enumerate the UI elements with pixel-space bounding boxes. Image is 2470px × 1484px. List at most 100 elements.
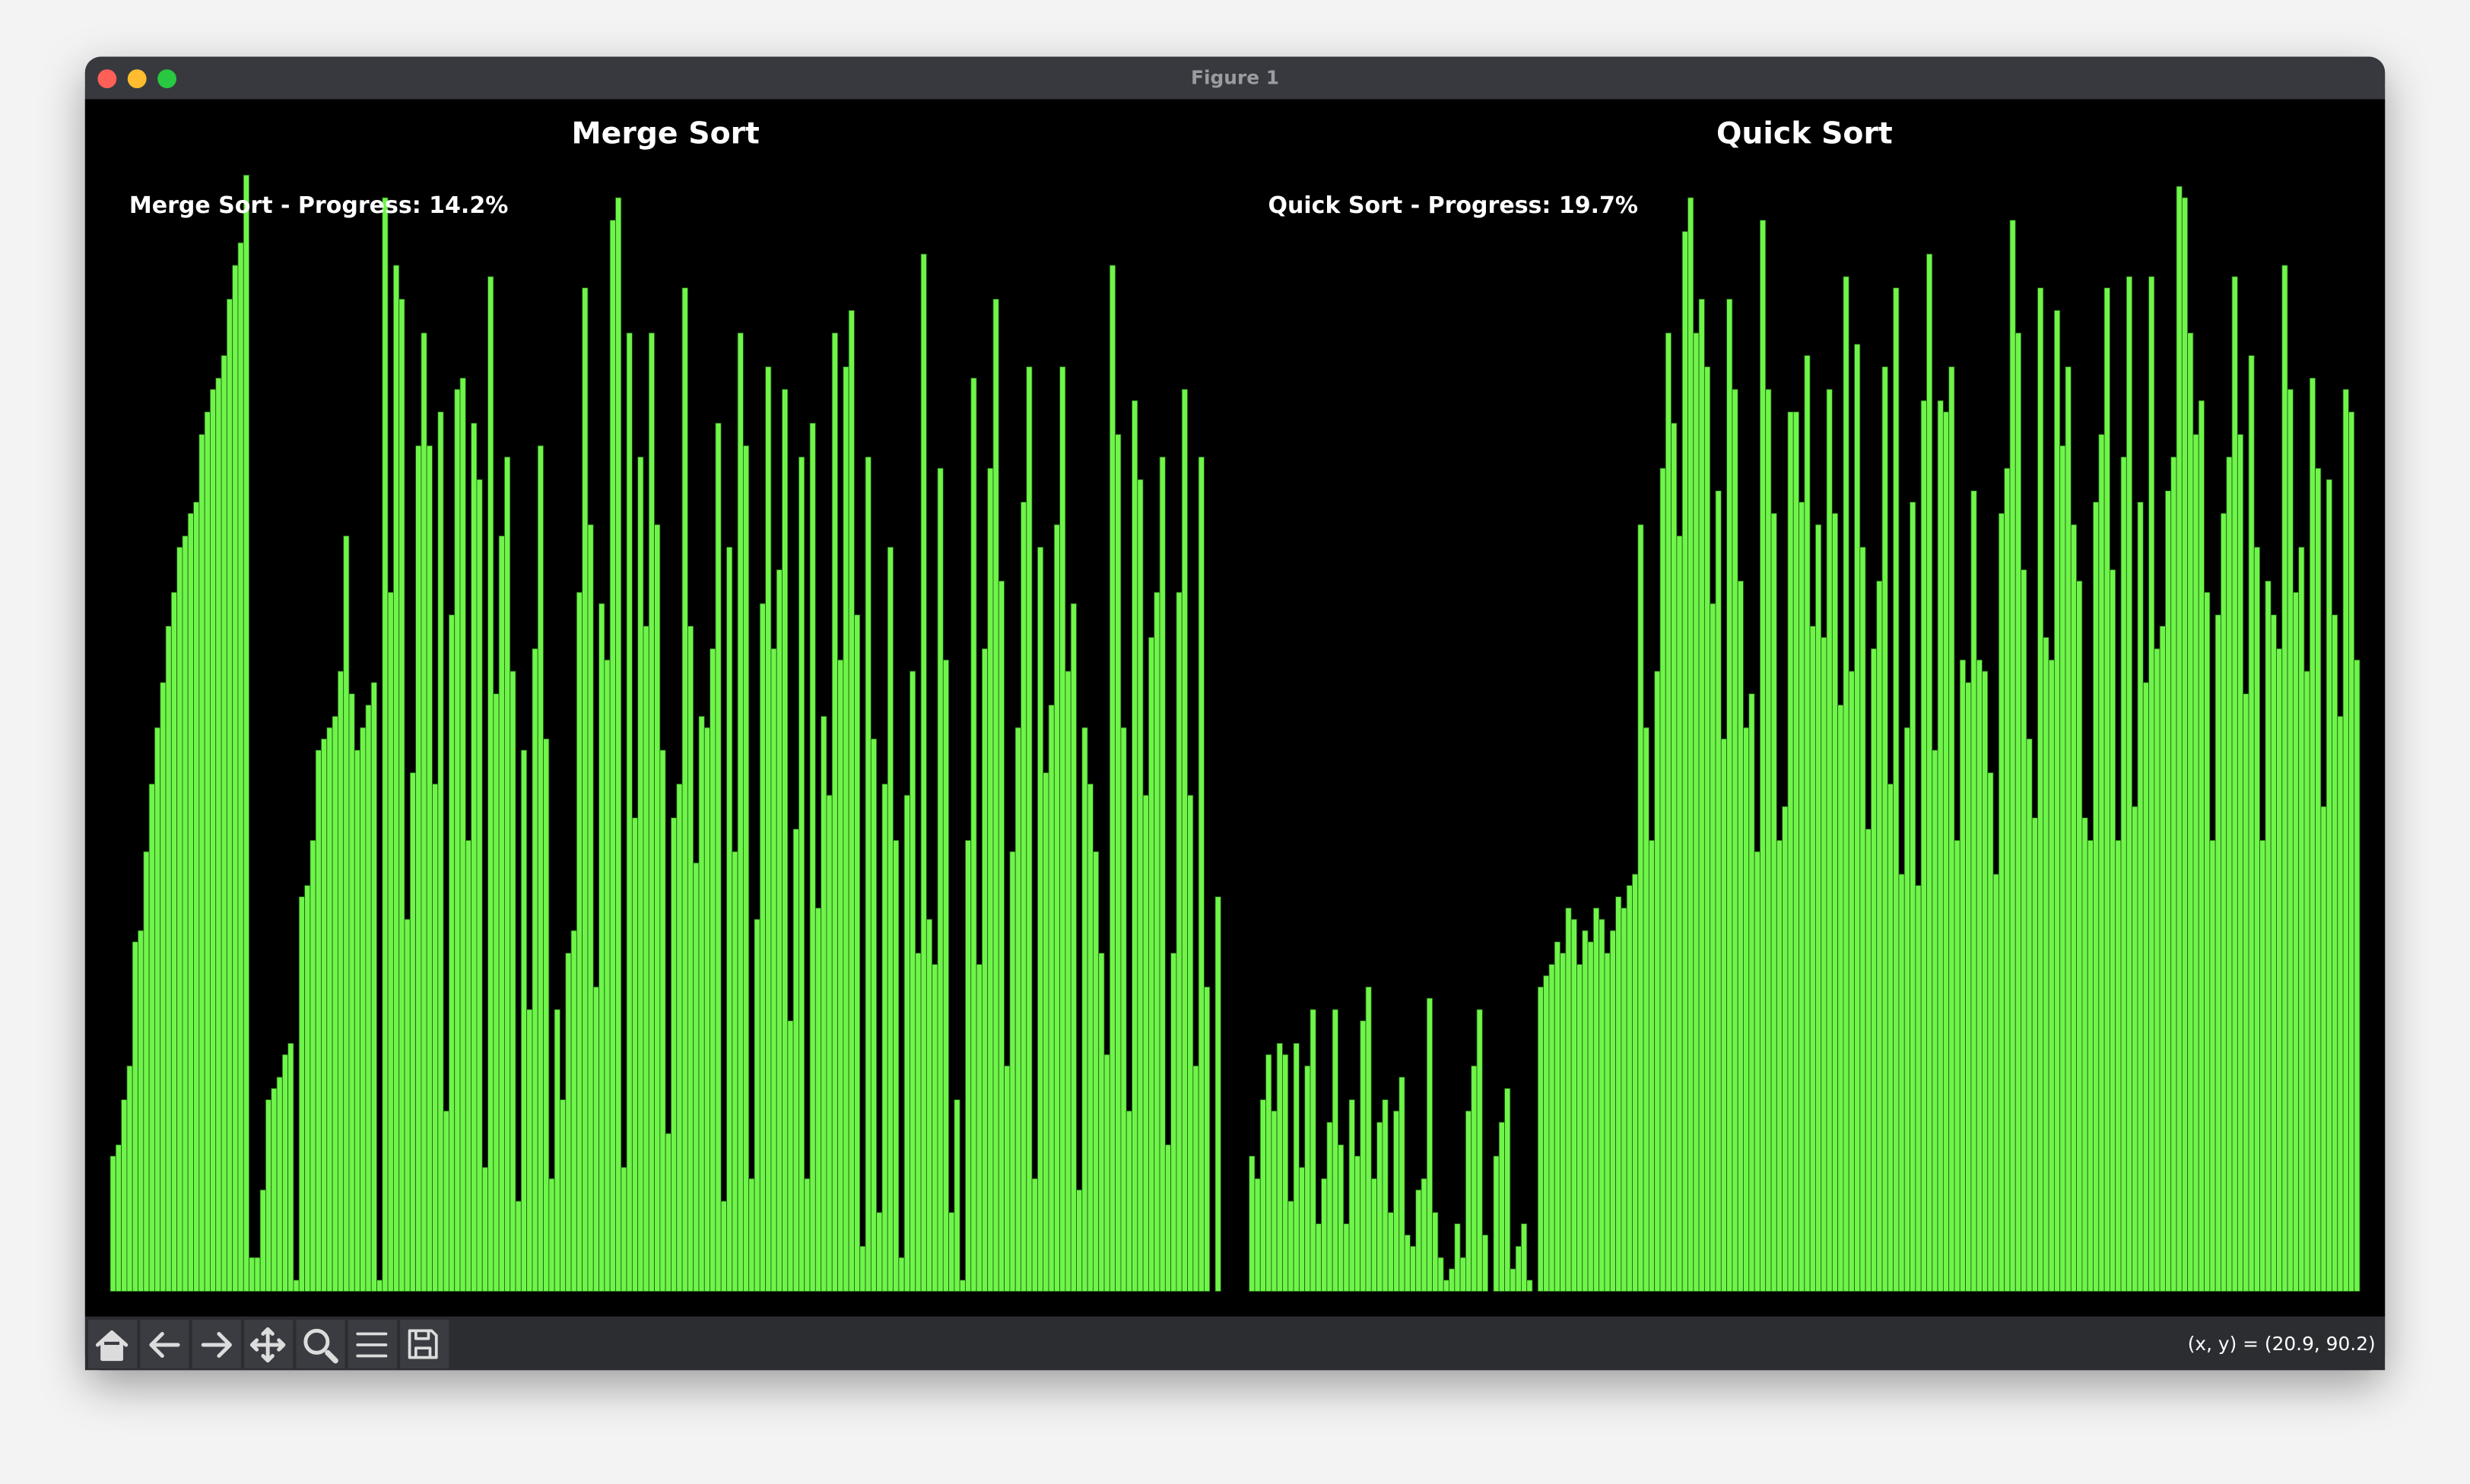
bar — [1776, 839, 1783, 1292]
bar — [1103, 1054, 1110, 1292]
bar — [865, 456, 871, 1292]
bar — [1754, 851, 1760, 1292]
bar — [1821, 636, 1827, 1292]
bar — [1799, 502, 1805, 1292]
bar — [1643, 727, 1649, 1292]
bar — [665, 1133, 671, 1292]
bar — [1759, 220, 1767, 1292]
pan-icon — [249, 1327, 286, 1363]
bar — [698, 715, 705, 1292]
bar — [887, 547, 894, 1292]
bar — [2120, 456, 2127, 1292]
bar — [998, 580, 1005, 1292]
zoom-button[interactable] — [157, 69, 176, 89]
bar — [2148, 276, 2155, 1292]
bar — [332, 715, 338, 1292]
bar — [1399, 1077, 1405, 1292]
bar — [554, 1009, 560, 1292]
bar — [343, 535, 350, 1292]
bar — [1504, 1088, 1511, 1292]
bar — [2070, 524, 2078, 1292]
bar — [1710, 603, 1716, 1292]
bar — [1748, 693, 1755, 1292]
bar — [776, 569, 783, 1292]
bar — [1648, 839, 1656, 1292]
toolbar — [84, 1316, 2386, 1371]
bar — [592, 986, 599, 1292]
home-button[interactable] — [88, 1319, 138, 1369]
bar — [1287, 1200, 1294, 1292]
bar — [2053, 309, 2061, 1292]
bar — [2014, 332, 2022, 1292]
minimize-button[interactable] — [127, 69, 147, 89]
bar — [2192, 434, 2199, 1292]
bar — [2165, 490, 2172, 1292]
bar — [992, 299, 999, 1292]
bar — [560, 1099, 567, 1292]
bar — [742, 445, 750, 1292]
bar — [1338, 1144, 1345, 1292]
bar — [1265, 1054, 1272, 1292]
bar — [1703, 366, 1711, 1292]
bar — [1459, 1257, 1466, 1292]
bar — [348, 693, 355, 1292]
bar — [1560, 953, 1567, 1292]
bar — [1671, 423, 1678, 1292]
bar — [2198, 400, 2205, 1292]
bar — [754, 918, 760, 1292]
bar — [1365, 986, 1372, 1292]
zoom-handle — [325, 1349, 338, 1364]
bar — [543, 738, 550, 1292]
bar — [243, 174, 249, 1292]
bar — [221, 355, 227, 1292]
bar — [792, 829, 799, 1292]
bar — [237, 242, 244, 1292]
bar — [821, 715, 827, 1292]
bar — [1992, 874, 1999, 1292]
bar — [2132, 806, 2138, 1292]
bar — [1348, 1099, 1355, 1292]
bar — [1659, 468, 1666, 1292]
bar — [1449, 1268, 1456, 1292]
bar — [409, 772, 417, 1292]
bar — [570, 930, 577, 1292]
bar — [631, 817, 639, 1292]
back-icon — [149, 1332, 180, 1359]
bar — [1898, 874, 1905, 1292]
bar — [1176, 591, 1183, 1292]
bar — [210, 388, 217, 1292]
bar — [454, 388, 461, 1292]
bar — [2276, 648, 2283, 1292]
bar — [1726, 299, 1733, 1292]
bar — [1053, 524, 1061, 1292]
bar — [1732, 388, 1738, 1292]
bar — [1132, 400, 1138, 1292]
bar — [1871, 648, 1878, 1292]
bar — [2037, 287, 2044, 1292]
bar — [382, 197, 389, 1292]
bar — [2065, 366, 2072, 1292]
bar — [1954, 839, 1960, 1292]
close-button[interactable] — [97, 69, 117, 89]
bar — [1815, 524, 1822, 1292]
bar — [2115, 839, 2122, 1292]
bar — [2170, 456, 2177, 1292]
bar — [304, 885, 311, 1292]
bar — [1343, 1223, 1350, 1292]
bar — [1465, 1110, 1472, 1292]
bar — [1632, 874, 1639, 1292]
bar — [1421, 1178, 1427, 1292]
bar — [126, 1065, 133, 1292]
save-button[interactable] — [400, 1319, 449, 1369]
bar — [276, 1077, 283, 1292]
bar — [2265, 580, 2272, 1292]
bar — [2209, 839, 2216, 1292]
bar — [165, 626, 172, 1292]
bar — [609, 220, 616, 1292]
bar — [1831, 512, 1839, 1292]
bar — [1976, 659, 1983, 1292]
bar — [814, 907, 822, 1292]
bar — [2320, 806, 2327, 1292]
bar — [370, 682, 377, 1292]
